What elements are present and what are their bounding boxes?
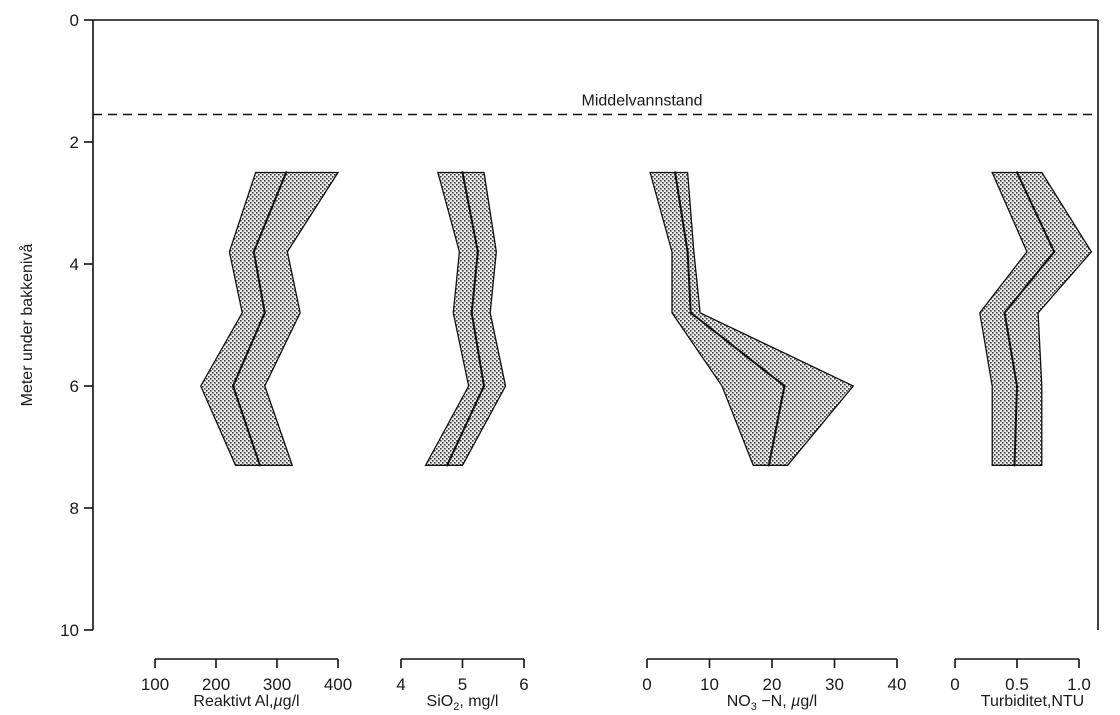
title-part: g/l [800, 693, 817, 710]
title-part: g/l [283, 693, 300, 710]
middelvannstand-label: Middelvannstand [582, 93, 703, 110]
x-tick-label-turbiditet: 1.0 [1067, 675, 1091, 694]
y-tick-label: 2 [70, 133, 79, 152]
x-tick-label-no3-n: 30 [825, 675, 844, 694]
x-tick-label-no3-n: 40 [888, 675, 907, 694]
mean-point-reaktivt-al [258, 464, 262, 467]
x-tick-label-sio2: 6 [519, 675, 528, 694]
mean-point-turbiditet [1015, 384, 1019, 388]
mean-point-no3-n [689, 311, 692, 314]
mean-point-sio2 [476, 250, 480, 253]
x-tick-label-no3-n: 10 [700, 675, 719, 694]
mean-point-sio2 [482, 384, 486, 388]
x-tick-label-reaktivt-al: 300 [263, 675, 291, 694]
panel-reaktivt-al: 100 200 300 400 Reaktivt Al,µg/l [141, 171, 352, 710]
title-part: 3 [751, 701, 757, 713]
mean-point-no3-n [686, 250, 689, 253]
title-part: NO [727, 693, 751, 710]
mean-point-reaktivt-al [263, 311, 266, 314]
mean-point-sio2 [461, 171, 464, 174]
x-tick-label-no3-n: 0 [642, 675, 651, 694]
x-axis-title-no3-n: NO3 −N, µg/l [727, 693, 817, 713]
x-tick-label-no3-n: 20 [763, 675, 782, 694]
x-axis-title-sio2: SiO2, mg/l [427, 693, 499, 713]
x-tick-label-sio2: 4 [396, 675, 405, 694]
mean-point-sio2 [445, 464, 449, 467]
x-tick-label-reaktivt-al: 400 [324, 675, 352, 694]
title-part: µ [790, 693, 800, 710]
range-band-sio2 [424, 171, 507, 466]
x-axis-title-turbiditet: Turbiditet,NTU [981, 693, 1084, 710]
panel-no3-n: 0 10 20 30 40 NO3 −N, µg/l [642, 171, 906, 713]
y-axis-ticks: 0 2 4 6 8 10 [60, 11, 93, 640]
panel-sio2: 4 5 6 SiO2, mg/l [396, 171, 529, 713]
annotation-group: Middelvannstand [93, 93, 1098, 116]
y-tick-label: 0 [70, 11, 79, 30]
title-part: µ [272, 693, 282, 710]
x-axis-title-reaktivt-al: Reaktivt Al,µg/l [193, 693, 299, 710]
range-band-reaktivt-al [200, 171, 340, 466]
mean-point-no3-n [767, 464, 771, 467]
title-part: −N, [757, 693, 791, 710]
mean-point-sio2 [470, 311, 473, 314]
title-part: Reaktivt Al, [193, 693, 273, 710]
x-tick-label-turbiditet: 0 [950, 675, 959, 694]
x-tick-label-sio2: 5 [458, 675, 467, 694]
title-part: 2 [453, 701, 459, 713]
mean-point-turbiditet [1053, 250, 1056, 253]
mean-point-reaktivt-al [284, 171, 288, 174]
mean-point-turbiditet [1003, 311, 1006, 314]
x-tick-label-turbiditet: 0.5 [1005, 675, 1029, 694]
title-part: SiO [427, 693, 454, 710]
y-tick-label: 4 [70, 255, 79, 274]
mean-point-reaktivt-al [252, 250, 256, 253]
mean-point-no3-n [783, 384, 786, 388]
y-tick-label: 8 [70, 499, 79, 518]
range-band-no3-n [649, 171, 855, 466]
y-tick-label: 10 [60, 621, 79, 640]
title-part: Turbiditet,NTU [981, 693, 1084, 710]
x-tick-label-reaktivt-al: 100 [141, 675, 169, 694]
mean-point-turbiditet [1015, 171, 1019, 174]
y-axis-title: Meter under bakkenivå [18, 244, 36, 407]
mean-point-reaktivt-al [231, 384, 235, 388]
y-tick-label: 6 [70, 377, 79, 396]
title-part: , mg/l [459, 693, 498, 710]
mean-point-turbiditet [1013, 464, 1016, 467]
mean-point-no3-n [673, 171, 677, 174]
x-tick-label-reaktivt-al: 200 [202, 675, 230, 694]
range-band-turbiditet [979, 171, 1093, 466]
